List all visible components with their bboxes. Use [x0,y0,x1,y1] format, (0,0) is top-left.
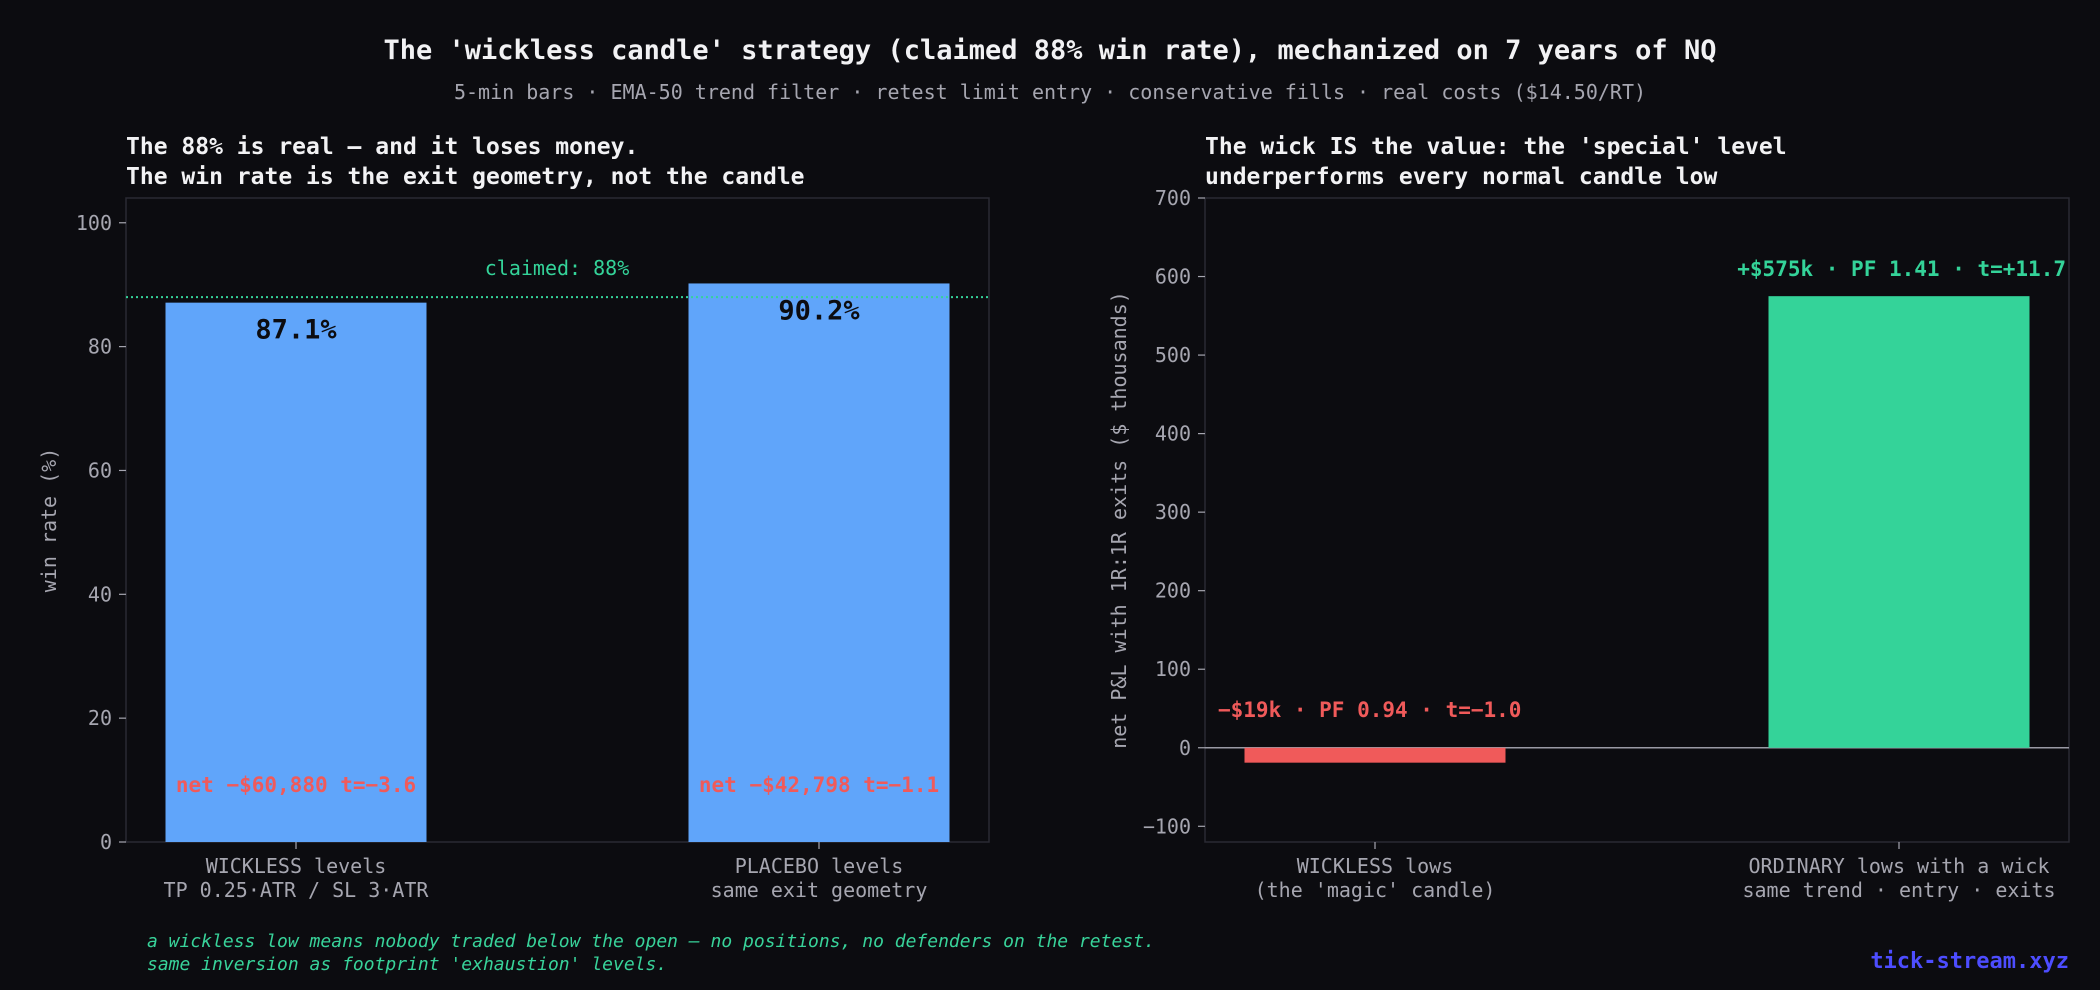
right-ytick-label: 400 [1155,422,1191,446]
left-bar [165,302,427,842]
footnote-line-1: a wickless low means nobody traded below… [147,931,1155,952]
left-ytick-label: 0 [100,830,112,854]
right-bar [1768,296,2030,748]
left-ytick-label: 20 [88,706,112,730]
right-ytick-label: 0 [1179,736,1191,760]
right-ytick-label: 700 [1155,186,1191,210]
left-ytick-label: 100 [76,211,112,235]
left-ytick-label: 40 [88,582,112,606]
left-bar-net-label: net −$60,880 t=−3.6 [176,773,416,797]
left-bar-net-label: net −$42,798 t=−1.1 [699,773,939,797]
right-xtick-sublabel: same trend · entry · exits [1742,878,2055,902]
brand-watermark: tick-stream.xyz [1870,949,2069,974]
claimed-reference-label: claimed: 88% [485,256,630,280]
right-bar-value-label: +$575k · PF 1.41 · t=+11.7 [1737,257,2066,281]
right-bar [1244,747,1506,763]
right-ytick-label: 600 [1155,265,1191,289]
left-xtick-sublabel: same exit geometry [711,878,928,902]
left-ytick-label: 80 [88,335,112,359]
right-ytick-label: 300 [1155,500,1191,524]
right-ytick-label: 200 [1155,579,1191,603]
left-bar-value-label: 90.2% [778,295,860,326]
left-plot-frame [125,197,990,843]
left-xtick-sublabel: TP 0.25·ATR / SL 3·ATR [164,878,430,902]
right-y-axis-label: net P&L with 1R:1R exits ($ thousands) [1107,291,1131,749]
left-xtick-label: WICKLESS levels [206,854,387,878]
right-panel-title: The wick IS the value: the 'special' lev… [1205,134,1787,190]
left-bar-value-label: 87.1% [255,315,337,346]
left-y-axis-label: win rate (%) [37,448,61,593]
left-panel-title: The 88% is real — and it loses money. Th… [126,134,805,190]
right-xtick-label: WICKLESS lows [1297,854,1454,878]
chart-title: The 'wickless candle' strategy (claimed … [383,35,1717,66]
right-xtick-sublabel: (the 'magic' candle) [1255,878,1496,902]
right-ytick-label: 500 [1155,343,1191,367]
left-bar [688,283,950,842]
right-plot-frame [1204,197,2070,843]
left-xtick-label: PLACEBO levels [735,854,904,878]
right-bar-value-label: −$19k · PF 0.94 · t=−1.0 [1218,698,1521,722]
right-xtick-label: ORDINARY lows with a wick [1748,854,2049,878]
chart-subtitle: 5-min bars · EMA-50 trend filter · retes… [453,80,1647,104]
footnote: a wickless low means nobody traded below… [147,930,1155,976]
left-ytick-label: 60 [88,458,112,482]
footnote-line-2: same inversion as footprint 'exhaustion'… [147,954,668,975]
right-ytick-label: 100 [1155,657,1191,681]
right-ytick-label: −100 [1143,814,1191,838]
